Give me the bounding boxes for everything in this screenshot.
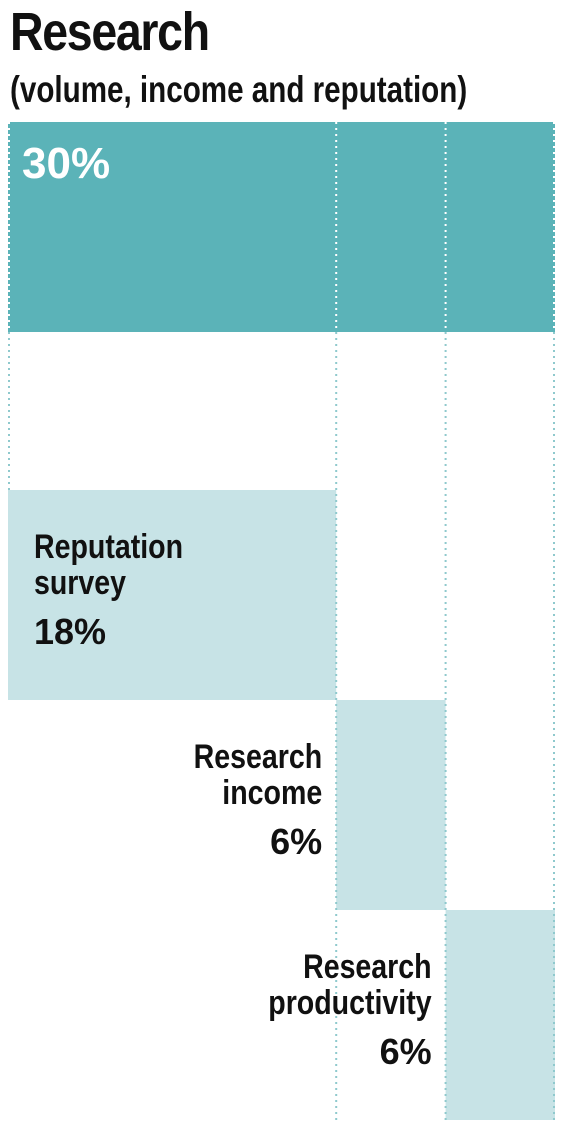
component-name-label-2-0: Research: [303, 948, 432, 986]
chart-subtitle: (volume, income and reputation): [10, 69, 468, 110]
component-name-label-2-1: productivity: [268, 984, 432, 1022]
component-bar-2: [445, 910, 555, 1120]
component-value-label-0: 18%: [34, 611, 106, 652]
component-name-label-0-1: survey: [34, 564, 127, 602]
component-value-label-2: 6%: [380, 1031, 432, 1072]
total-value-label: 30%: [22, 139, 110, 188]
component-name-label-0-0: Reputation: [34, 528, 183, 566]
component-name-label-1-0: Research: [194, 738, 323, 776]
component-bar-1: [336, 700, 446, 910]
component-name-label-1-1: income: [222, 774, 322, 812]
total-bar: [8, 122, 555, 332]
bars: [8, 122, 555, 1120]
chart-title: Research: [10, 2, 210, 62]
gridlines: [8, 122, 555, 1120]
component-bar-0: [8, 490, 337, 700]
component-value-label-1: 6%: [270, 821, 322, 862]
bar-labels: 30%Reputationsurvey18%Researchincome6%Re…: [22, 139, 432, 1072]
